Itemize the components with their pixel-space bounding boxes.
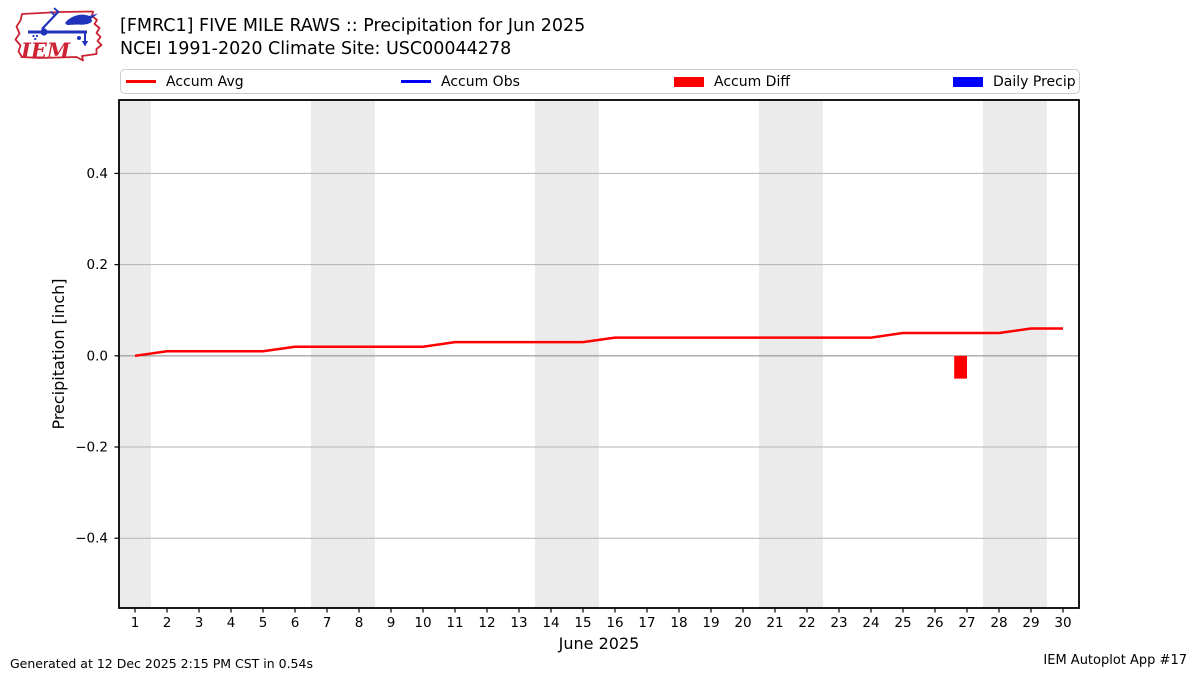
weekend-band (311, 100, 375, 608)
x-tick-label: 9 (387, 615, 396, 631)
x-tick-label: 8 (355, 615, 364, 631)
vane-tail-arrow (81, 41, 89, 47)
legend-item-accum-diff: Accum Diff (674, 70, 790, 93)
accum-obs-line-swatch (401, 80, 431, 83)
x-tick-label: 5 (259, 615, 268, 631)
logo-iem-text: IEM (20, 38, 71, 63)
x-tick-label: 2 (163, 615, 172, 631)
x-tick-label: 11 (446, 615, 463, 631)
dot-1 (32, 34, 35, 38)
daily-precip-rect-swatch (953, 76, 983, 87)
x-tick-label: 27 (958, 615, 975, 631)
x-tick-label: 19 (702, 615, 719, 631)
legend-item-accum-obs: Accum Obs (401, 70, 520, 93)
x-tick-label: 28 (990, 615, 1007, 631)
accum-diff-bar (954, 355, 967, 379)
x-tick-label: 10 (414, 615, 431, 631)
vane-knob (40, 28, 48, 36)
legend-label: Accum Avg (166, 73, 244, 90)
dot-2 (35, 34, 39, 38)
accum-diff-rect-swatch (674, 76, 704, 87)
x-tick-label: 20 (734, 615, 751, 631)
x-tick-label: 3 (195, 615, 204, 631)
x-tick-label: 17 (638, 615, 655, 631)
vane-ball (77, 36, 81, 40)
x-tick-label: 29 (1022, 615, 1039, 631)
accum-avg-line (134, 327, 1063, 358)
generated-timestamp: Generated at 12 Dec 2025 2:15 PM CST in … (10, 656, 313, 671)
legend-label: Daily Precip (993, 73, 1076, 90)
weekend-band (535, 100, 599, 608)
x-tick-label: 23 (830, 615, 847, 631)
y-axis-label: Precipitation [inch] (49, 278, 68, 429)
y-tick-label: 0.4 (87, 166, 108, 182)
x-tick-label: 7 (323, 615, 332, 631)
vane-bird (65, 13, 98, 25)
dot-3 (34, 37, 37, 41)
title-block: [FMRC1] FIVE MILE RAWS :: Precipitation … (120, 15, 585, 61)
weekend-band (759, 100, 823, 608)
legend-label: Accum Diff (714, 73, 791, 90)
x-tick-label: 25 (894, 615, 911, 631)
x-tick-label: 26 (926, 615, 943, 631)
chart-title: [FMRC1] FIVE MILE RAWS :: Precipitation … (120, 16, 586, 36)
x-tick-label: 22 (798, 615, 815, 631)
x-tick-label: 12 (478, 615, 495, 631)
y-tick-label: 0.2 (87, 257, 108, 273)
arrow-fletch-2 (53, 7, 60, 13)
iem-logo: IEM (14, 7, 103, 63)
x-tick-label: 4 (227, 615, 236, 631)
x-tick-label: 30 (1054, 615, 1071, 631)
chart-subtitle: NCEI 1991-2020 Climate Site: USC00044278 (120, 39, 512, 59)
legend-item-accum-avg: Accum Avg (126, 70, 244, 93)
weekend-band (983, 100, 1047, 608)
x-tick-label: 13 (510, 615, 527, 631)
y-tick-label: 0.0 (87, 348, 108, 364)
vane-arrow-shaft (41, 10, 60, 30)
plot-frame (118, 99, 1080, 609)
x-tick-label: 1 (131, 615, 140, 631)
x-tick-label: 6 (291, 615, 300, 631)
legend-label: Accum Obs (441, 73, 520, 90)
x-tick-label: 18 (670, 615, 687, 631)
x-tick-label: 15 (574, 615, 591, 631)
x-tick-label: 14 (542, 615, 559, 631)
y-tick-label: −0.4 (75, 531, 108, 547)
arrow-fletch-1 (49, 10, 56, 17)
x-tick-label: 24 (862, 615, 879, 631)
x-tick-label: 16 (606, 615, 623, 631)
x-tick-label: 21 (766, 615, 783, 631)
y-tick-label: −0.2 (75, 440, 108, 456)
autoplot-app-ref: IEM Autoplot App #17 (1043, 653, 1187, 668)
accum-avg-line-swatch (126, 80, 156, 83)
weather-vane-icon (28, 7, 98, 47)
x-axis-label: June 2025 (558, 634, 640, 653)
legend-item-daily-precip: Daily Precip (953, 70, 1076, 93)
chart-legend: Accum Avg Accum Obs Accum Diff Daily Pre… (120, 69, 1080, 94)
